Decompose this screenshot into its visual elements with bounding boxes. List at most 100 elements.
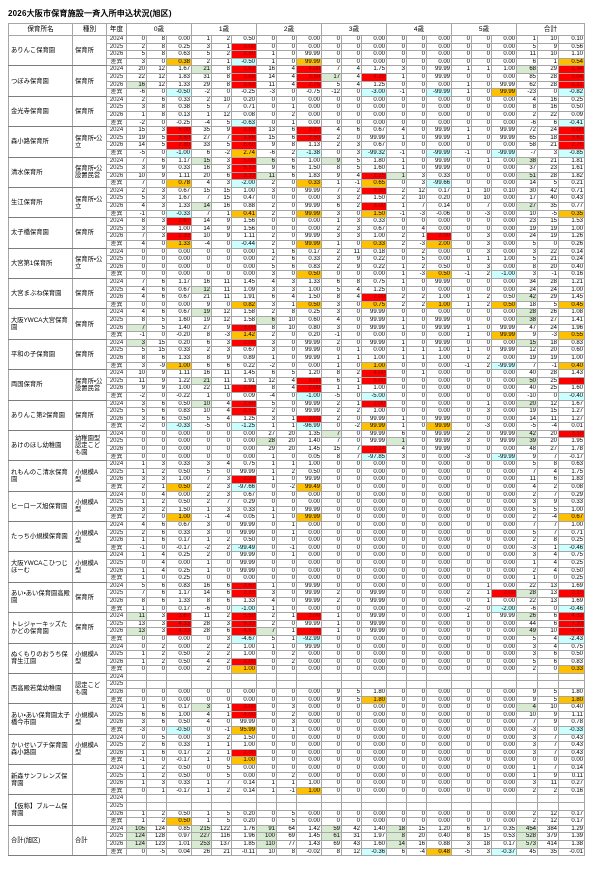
- year-label-cell: 2026: [106, 627, 127, 636]
- value-cell: 0.00: [166, 452, 192, 462]
- value-cell: 0.00: [491, 483, 517, 492]
- value-cell: 0.00: [426, 369, 452, 378]
- value-cell: 0.00: [361, 581, 387, 591]
- value-cell: 0: [406, 733, 427, 743]
- value-cell: 0.41: [231, 209, 257, 219]
- value-cell: 0: [211, 528, 232, 538]
- value-cell: 0: [471, 164, 492, 173]
- value-cell: 0.83: [558, 338, 585, 348]
- value-cell: 0: [471, 88, 492, 97]
- value-cell: 0: [451, 278, 472, 287]
- value-cell: 0: [341, 209, 362, 219]
- value-cell: 3: [211, 505, 232, 515]
- value-cell: 1.95: [558, 437, 585, 447]
- value-cell: 0.00: [426, 384, 452, 393]
- value-cell: 2: [191, 748, 212, 758]
- value-cell: 0: [386, 110, 407, 120]
- value-cell: 9: [211, 323, 232, 333]
- value-cell: 1.00: [558, 505, 585, 515]
- value-cell: [321, 680, 342, 690]
- value-cell: 0.00: [426, 612, 452, 621]
- value-cell: 0.00: [491, 460, 517, 469]
- value-cell: 1.00: [296, 779, 322, 788]
- value-cell: 99.99: [296, 581, 322, 591]
- value-cell: -4: [256, 391, 277, 401]
- value-cell: 0.40: [426, 832, 452, 841]
- value-cell: 1: [276, 521, 297, 530]
- value-cell: 0: [341, 323, 362, 333]
- value-cell: 10: [211, 95, 232, 105]
- value-cell: 99.99: [491, 346, 517, 355]
- value-cell: 0.00: [491, 202, 517, 211]
- value-cell: 8: [211, 65, 232, 74]
- year-label-cell: 2026: [106, 839, 127, 849]
- value-cell: 0: [146, 240, 167, 249]
- value-cell: 0.00: [296, 771, 322, 781]
- value-cell: 5: [211, 118, 232, 128]
- value-cell: 0: [406, 779, 427, 788]
- value-cell: 0: [451, 528, 472, 538]
- value-cell: 2: [406, 300, 427, 310]
- value-cell: 99.49: [296, 483, 322, 492]
- value-cell: 33: [191, 141, 212, 150]
- value-cell: 4: [386, 445, 407, 454]
- value-cell: 0: [341, 35, 362, 44]
- value-cell: 16: [191, 369, 212, 378]
- value-cell: 0: [256, 536, 277, 545]
- value-cell: 6: [146, 399, 167, 409]
- value-cell: 8: [191, 331, 212, 340]
- value-cell: 0: [321, 786, 342, 796]
- value-cell: 0: [471, 148, 492, 158]
- value-cell: 7: [126, 232, 147, 242]
- value-cell: 2: [146, 467, 167, 477]
- value-cell: 1: [256, 505, 277, 515]
- value-cell: 2: [256, 179, 277, 188]
- value-cell: 1: [321, 179, 342, 188]
- value-cell: 0.50: [558, 103, 585, 112]
- value-cell: 99.99: [426, 429, 452, 439]
- value-cell: 7: [537, 490, 559, 500]
- value-cell: [451, 672, 472, 682]
- value-cell: 0: [321, 95, 342, 105]
- value-cell: 0: [451, 536, 472, 545]
- value-cell: 7: [321, 437, 342, 447]
- value-cell: 0: [321, 665, 342, 674]
- year-label-cell: 2025: [106, 346, 127, 355]
- value-cell: 0: [256, 710, 277, 720]
- value-cell: 0: [341, 634, 362, 644]
- value-cell: 0.00: [426, 399, 452, 409]
- value-cell: 2: [211, 536, 232, 545]
- value-cell: 0.00: [296, 710, 322, 720]
- value-cell: 1: [191, 536, 212, 545]
- value-cell: 0.00: [361, 103, 387, 112]
- value-cell: 0.00: [426, 57, 452, 67]
- facility-name-cell: 合計(旭区): [8, 824, 73, 857]
- value-cell: 2: [191, 490, 212, 500]
- value-cell: 0: [386, 809, 407, 819]
- value-cell: 2.67: [231, 581, 257, 591]
- value-cell: 0: [471, 315, 492, 325]
- value-cell: -4: [537, 513, 559, 522]
- value-cell: 0: [386, 179, 407, 188]
- value-cell: 1: [276, 634, 297, 644]
- value-cell: 0: [276, 695, 297, 705]
- year-row: 2026 8 6 1.33 8 9 0.89 1 0 99.99 1 1 1.00 1 1 1.00 0 2 0.0…: [9, 353, 585, 363]
- year-row: ぬくもりのおうち保育生江園 小規模A型 2024 0 2 0.00 2 2 1.00 1 0 99.9…: [8, 642, 585, 674]
- value-cell: 0: [146, 209, 167, 219]
- value-cell: 6.00: [361, 376, 387, 386]
- value-cell: 99.99: [361, 308, 387, 317]
- value-cell: -2: [126, 422, 147, 431]
- value-cell: 0: [146, 756, 167, 765]
- value-cell: 0.00: [426, 634, 452, 644]
- value-cell: 8: [126, 596, 147, 606]
- value-cell: 1.69: [558, 581, 585, 591]
- year-label-cell: 2025: [106, 72, 127, 82]
- value-cell: 0: [276, 589, 297, 598]
- value-cell: [211, 794, 232, 803]
- value-cell: -5: [537, 209, 559, 219]
- value-cell: 3.67: [166, 612, 192, 621]
- value-cell: 2.50: [231, 50, 257, 59]
- value-cell: 8: [126, 315, 147, 325]
- value-cell: [451, 801, 472, 811]
- value-cell: 0: [341, 650, 362, 659]
